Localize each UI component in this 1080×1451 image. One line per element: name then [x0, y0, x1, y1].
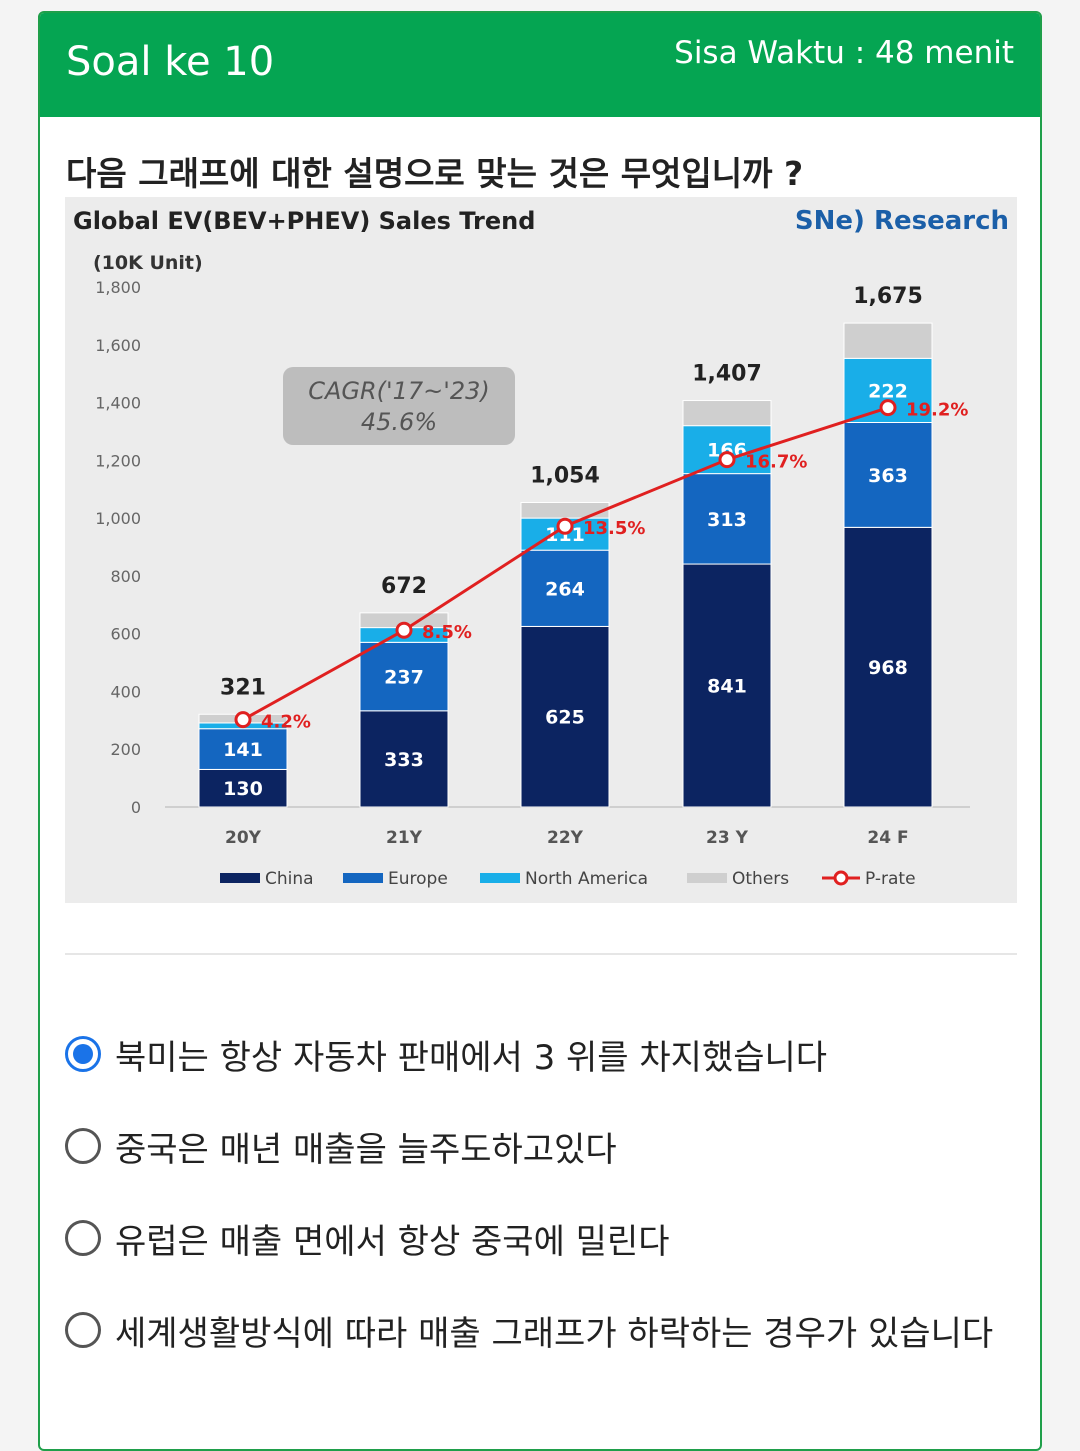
p-rate-label: 13.5%	[583, 518, 645, 539]
y-tick-label: 400	[110, 682, 141, 701]
cagr-label: CAGR('17~'23)	[308, 377, 490, 405]
total-label: 672	[381, 574, 427, 599]
bar-segment-others	[682, 400, 772, 427]
bar-value-label: 841	[707, 676, 747, 698]
y-tick-label: 1,400	[95, 394, 141, 413]
p-rate-point	[879, 399, 897, 417]
bar-value-label: 130	[223, 778, 263, 800]
p-rate-point	[718, 451, 736, 469]
radio-button-2[interactable]	[65, 1128, 101, 1164]
legend-label: China	[265, 869, 314, 889]
p-rate-label: 16.7%	[745, 452, 807, 473]
bar-segment-china	[198, 768, 288, 808]
remaining-time: Sisa Waktu : 48 menit	[674, 35, 1014, 71]
y-tick-label: 200	[110, 740, 141, 759]
bar-value-label: 264	[545, 578, 585, 600]
y-tick-label: 1,200	[95, 451, 141, 470]
bar-segment-europe	[520, 549, 610, 627]
bar-value-label: 141	[223, 739, 263, 761]
bar-value-label: 363	[868, 465, 908, 487]
option-1[interactable]: 북미는 항상 자동차 판매에서 3 위를 차지했습니다	[65, 1008, 1025, 1100]
bar-segment-china	[520, 625, 610, 808]
cagr-value: 45.6%	[361, 408, 437, 436]
option-4-label[interactable]: 세계생활방식에 따라 매출 그래프가 하락하는 경우가 있습니다	[115, 1313, 994, 1354]
header-bar: Soal ke 10 Sisa Waktu : 48 menit	[40, 13, 1040, 117]
y-tick-label: 800	[110, 567, 141, 586]
p-rate-label: 8.5%	[422, 622, 472, 643]
option-4[interactable]: 세계생활방식에 따라 매출 그래프가 하락하는 경우가 있습니다	[65, 1284, 1025, 1376]
total-label: 1,407	[692, 362, 762, 387]
option-2[interactable]: 중국은 매년 매출을 늘주도하고있다	[65, 1100, 1025, 1192]
bar-segment-others	[520, 502, 610, 519]
total-label: 1,675	[853, 284, 923, 309]
bar-value-label: 237	[384, 667, 424, 689]
bar-value-label: 222	[868, 380, 908, 402]
option-1-label[interactable]: 북미는 항상 자동차 판매에서 3 위를 차지했습니다	[115, 1037, 828, 1078]
bar-segment-europe	[682, 473, 772, 565]
bar-value-label: 111	[545, 524, 585, 546]
category-label: 20Y	[225, 828, 262, 848]
cagr-box	[283, 367, 515, 445]
radio-button-4[interactable]	[65, 1312, 101, 1348]
bar-segment-europe	[843, 421, 933, 528]
bar-segment-china	[682, 563, 772, 808]
bar-segment-china	[359, 710, 449, 808]
legend-swatch	[480, 873, 520, 883]
bar-segment-europe	[198, 728, 288, 770]
legend-label: Others	[732, 869, 789, 889]
y-tick-label: 1,600	[95, 336, 141, 355]
option-3[interactable]: 유럽은 매출 면에서 항상 중국에 밀린다	[65, 1192, 1025, 1284]
legend-p-rate-marker	[833, 870, 849, 886]
option-3-label[interactable]: 유럽은 매출 면에서 항상 중국에 밀린다	[115, 1221, 670, 1262]
bar-value-label: 313	[707, 509, 747, 531]
unit-label: (10K Unit)	[93, 252, 203, 274]
total-label: 321	[220, 675, 266, 700]
brand-logo: SNe) Research	[795, 206, 1009, 236]
question-card: Soal ke 10 Sisa Waktu : 48 menit 다음 그래프에…	[38, 11, 1042, 1451]
bar-segment-china	[843, 526, 933, 808]
legend-label: North America	[525, 869, 648, 889]
category-label: 22Y	[547, 828, 584, 848]
legend-label: P-rate	[865, 869, 916, 889]
p-rate-label: 4.2%	[261, 712, 311, 733]
bar-value-label: 968	[868, 657, 908, 679]
radio-button-3[interactable]	[65, 1220, 101, 1256]
legend-swatch	[220, 873, 260, 883]
ev-sales-chart: Global EV(BEV+PHEV) Sales Trend SNe) Rese…	[73, 206, 1009, 889]
category-label: 21Y	[386, 828, 423, 848]
y-tick-label: 1,800	[95, 278, 141, 297]
legend-label: Europe	[388, 869, 448, 889]
chart-image: Global EV(BEV+PHEV) Sales Trend SNe) Rese…	[65, 197, 1017, 903]
y-tick-label: 600	[110, 625, 141, 644]
chart-title: Global EV(BEV+PHEV) Sales Trend	[73, 207, 535, 235]
total-label: 1,054	[530, 464, 600, 489]
bar-value-label: 625	[545, 707, 585, 729]
radio-button-1[interactable]	[65, 1036, 101, 1072]
p-rate-point	[556, 517, 574, 535]
category-label: 24 F	[867, 828, 908, 848]
p-rate-label: 19.2%	[906, 400, 968, 421]
y-tick-label: 1,000	[95, 509, 141, 528]
question-text: 다음 그래프에 대한 설명으로 맞는 것은 무엇입니까 ?	[66, 154, 804, 193]
category-label: 23 Y	[706, 828, 749, 848]
p-rate-point	[234, 711, 252, 729]
p-rate-point	[395, 621, 413, 639]
option-2-label[interactable]: 중국은 매년 매출을 늘주도하고있다	[115, 1129, 617, 1170]
legend-swatch	[687, 873, 727, 883]
bar-value-label: 333	[384, 749, 424, 771]
bar-segment-others	[843, 322, 933, 359]
answer-options: 북미는 항상 자동차 판매에서 3 위를 차지했습니다 중국은 매년 매출을 늘…	[65, 1008, 1025, 1376]
legend-swatch	[343, 873, 383, 883]
question-number: Soal ke 10	[66, 39, 275, 85]
divider	[65, 953, 1017, 955]
y-tick-label: 0	[131, 798, 141, 817]
